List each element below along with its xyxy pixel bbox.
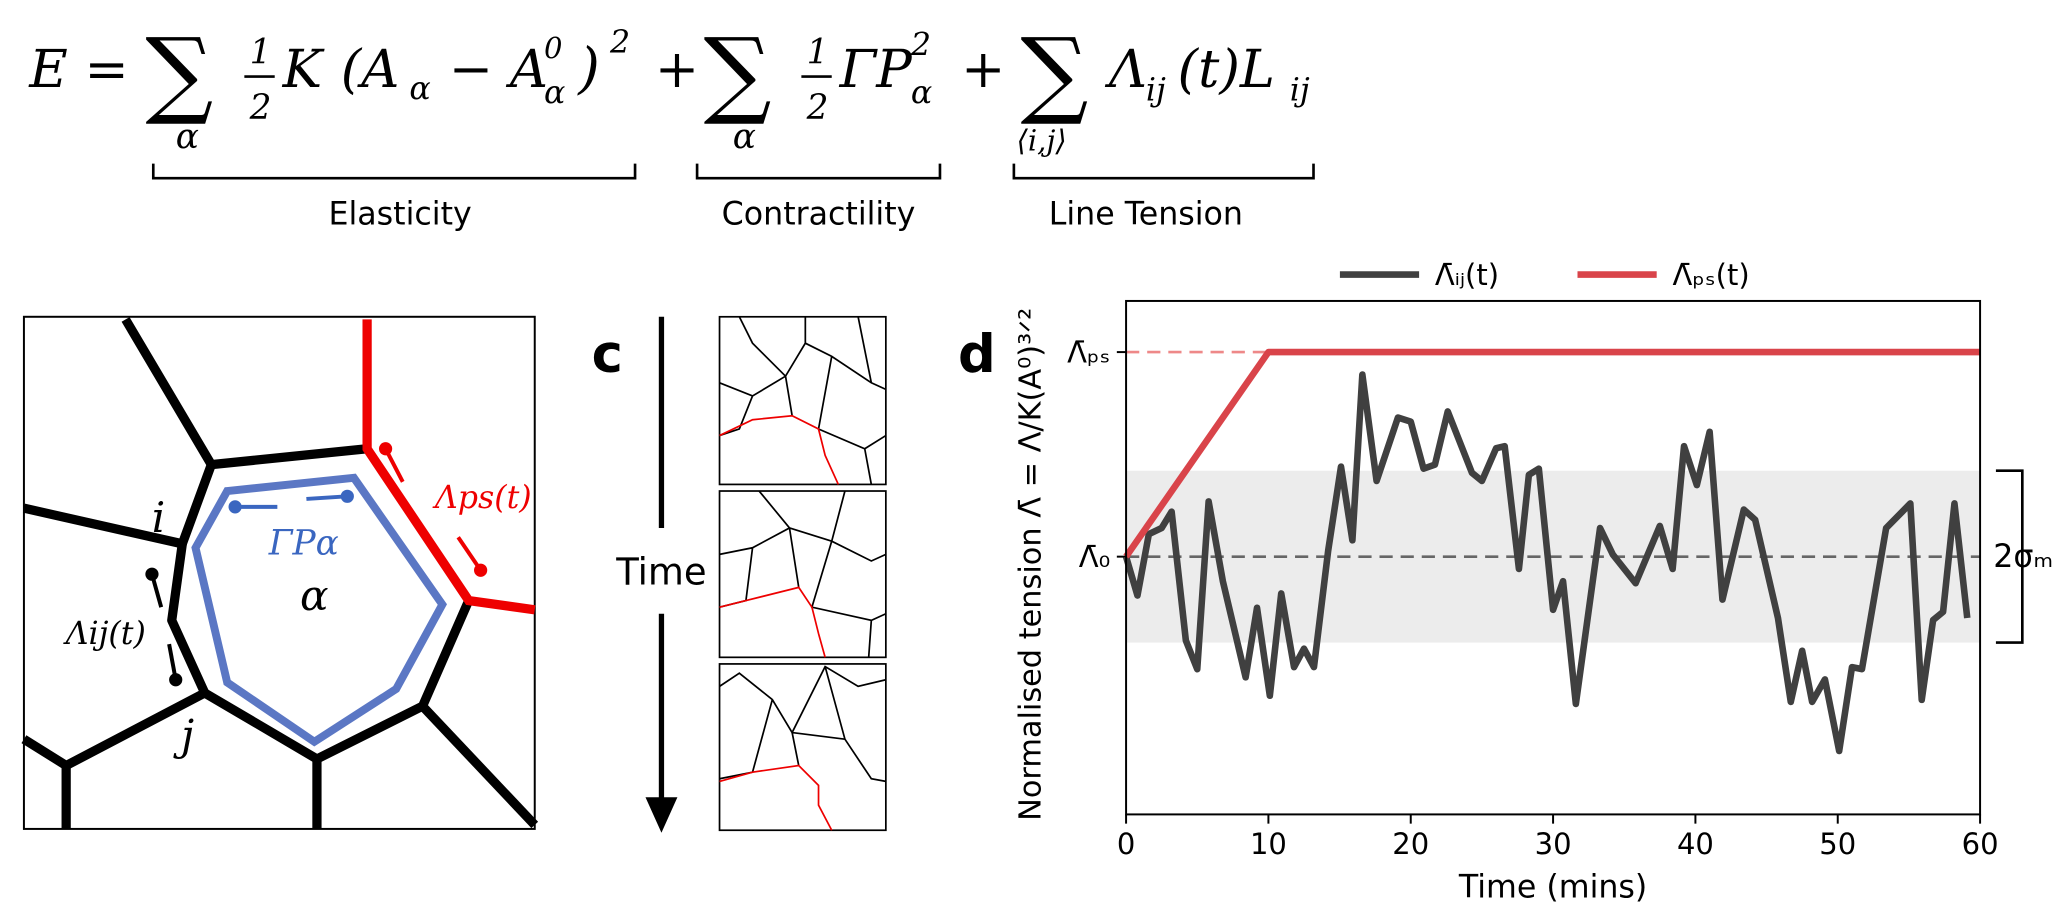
equation-part: 1 bbox=[807, 32, 829, 72]
edge bbox=[419, 702, 539, 829]
edge bbox=[21, 543, 210, 771]
plot-frame bbox=[1125, 299, 1982, 816]
edge bbox=[121, 317, 368, 470]
cell-edges bbox=[719, 316, 887, 485]
arrow bbox=[456, 536, 483, 572]
equation-part: Λ bbox=[1104, 39, 1147, 100]
cell-diagram: i j α ΓPα Λps(t) Λij(t) bbox=[21, 315, 539, 830]
equation-part: ∑ bbox=[704, 19, 772, 129]
frame bbox=[22, 315, 536, 830]
edge-ps bbox=[362, 319, 536, 615]
arrow-dot bbox=[378, 442, 393, 456]
arrow-head bbox=[645, 797, 678, 833]
series-line bbox=[1123, 348, 1981, 559]
arrow-dot bbox=[228, 500, 242, 514]
brace bbox=[151, 163, 637, 180]
equation-part: α bbox=[911, 75, 932, 111]
cell-edges bbox=[719, 665, 887, 783]
equation-part: + bbox=[961, 39, 1005, 100]
brace bbox=[695, 163, 942, 180]
brace bbox=[1012, 163, 1315, 180]
x-tick-label: 50 bbox=[1819, 827, 1856, 861]
equation-part: α bbox=[176, 117, 199, 157]
equation-part: + bbox=[655, 39, 699, 100]
equation-part: ij bbox=[1146, 72, 1166, 108]
equation-part: 1 bbox=[250, 32, 272, 72]
equation-part: K bbox=[282, 39, 325, 100]
x-axis-label: Time (mins) bbox=[1458, 870, 1647, 906]
ij-tension-label: Λij(t) bbox=[63, 616, 146, 652]
contractility-label: ΓPα bbox=[268, 523, 339, 563]
edge bbox=[202, 598, 473, 764]
arrow-dot bbox=[340, 489, 354, 503]
panel-label: d bbox=[958, 324, 996, 385]
equation-part: 2 bbox=[249, 88, 272, 128]
x-tick-label: 40 bbox=[1677, 827, 1714, 861]
equation-part: ij bbox=[1290, 72, 1310, 108]
arrow-dot bbox=[145, 567, 159, 581]
equation-part: α bbox=[544, 75, 565, 111]
ps-edge bbox=[719, 764, 833, 831]
equation-part: ∑ bbox=[1020, 19, 1088, 129]
equation-part: ∑ bbox=[145, 19, 213, 129]
perimeter bbox=[191, 473, 447, 747]
equation-part: (A bbox=[341, 39, 400, 100]
snapshot bbox=[718, 663, 887, 832]
equation-part: ⟨i,j⟩ bbox=[1017, 123, 1067, 157]
equation-part: 2 bbox=[609, 25, 630, 61]
x-tick-label: 60 bbox=[1962, 827, 1999, 861]
legend-label: Λ̄ᵢⱼ(t) bbox=[1435, 258, 1499, 292]
brace-label: Elasticity bbox=[328, 196, 471, 232]
legend-label: Λ̄ₚₛ(t) bbox=[1673, 258, 1750, 292]
y-tick-label: Λ̄ₚₛ bbox=[1067, 336, 1110, 370]
brace-label: Contractility bbox=[722, 196, 916, 232]
arrow bbox=[306, 494, 348, 501]
y-tick-label: Λ̄₀ bbox=[1079, 540, 1110, 574]
cell-edges bbox=[719, 490, 887, 658]
equation-part: 0 bbox=[544, 31, 562, 65]
ps-edge bbox=[719, 586, 826, 658]
cell-label: α bbox=[300, 571, 329, 620]
equation-part: 2 bbox=[806, 88, 829, 128]
vertex-label: j bbox=[173, 711, 194, 760]
equation-part: 2 bbox=[910, 27, 931, 63]
ps-edge bbox=[719, 414, 840, 485]
time-arrow bbox=[645, 316, 678, 833]
equation-part: E = bbox=[28, 39, 129, 100]
band-bracket bbox=[1995, 469, 2024, 644]
snapshots bbox=[718, 315, 887, 832]
snapshot bbox=[718, 490, 887, 659]
equation-part: − A bbox=[449, 39, 548, 100]
band-label: 2σₘ bbox=[1993, 539, 2053, 575]
time-label: Time bbox=[615, 551, 706, 594]
series-line bbox=[1122, 371, 1971, 755]
x-tick-label: 20 bbox=[1392, 827, 1429, 861]
equation-part: (t)L bbox=[1178, 39, 1275, 100]
y-axis-label: Normalised tension Λ̄ = Λ/K(A⁰)³ᐟ² bbox=[1013, 308, 1048, 821]
panel-label: c bbox=[592, 324, 623, 385]
arrow-dot bbox=[169, 673, 183, 687]
equation-part: α bbox=[733, 117, 756, 157]
snapshot bbox=[718, 315, 887, 486]
edge bbox=[22, 463, 216, 549]
braces bbox=[151, 75, 1315, 180]
ps-tension-label: Λps(t) bbox=[432, 480, 532, 516]
x-tick-label: 30 bbox=[1535, 827, 1572, 861]
equation-part: ΓP bbox=[839, 39, 914, 100]
x-tick-label: 0 bbox=[1117, 827, 1135, 861]
equation-part: ) bbox=[577, 37, 600, 101]
brace-label: Line Tension bbox=[1049, 196, 1243, 232]
arrow-dot bbox=[474, 563, 488, 577]
x-tick-label: 10 bbox=[1250, 827, 1287, 861]
equation-part: α bbox=[409, 71, 430, 107]
vertex-label: i bbox=[152, 493, 166, 542]
